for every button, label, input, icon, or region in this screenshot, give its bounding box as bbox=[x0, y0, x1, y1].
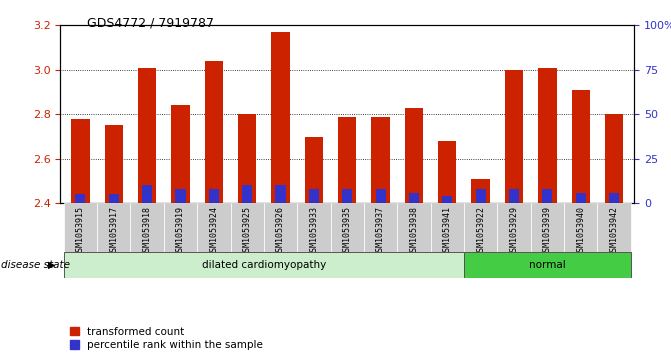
Bar bbox=[331, 203, 364, 252]
Bar bbox=[572, 90, 590, 203]
Bar bbox=[171, 105, 190, 203]
Bar bbox=[609, 193, 619, 203]
Text: disease state: disease state bbox=[1, 260, 70, 270]
Text: GSM1053941: GSM1053941 bbox=[443, 206, 452, 256]
Bar bbox=[397, 203, 431, 252]
Bar bbox=[142, 185, 152, 203]
Bar bbox=[476, 189, 486, 203]
Bar bbox=[309, 189, 319, 203]
Bar bbox=[597, 203, 631, 252]
Bar bbox=[75, 194, 85, 203]
Text: GSM1053929: GSM1053929 bbox=[509, 206, 519, 256]
Bar bbox=[238, 114, 256, 203]
Bar bbox=[71, 119, 89, 203]
Bar bbox=[531, 203, 564, 252]
Text: GSM1053919: GSM1053919 bbox=[176, 206, 185, 256]
Bar bbox=[509, 189, 519, 203]
Bar bbox=[472, 179, 490, 203]
Bar bbox=[276, 185, 286, 203]
Bar bbox=[164, 203, 197, 252]
Bar bbox=[542, 189, 552, 203]
Bar bbox=[264, 203, 297, 252]
Bar bbox=[242, 185, 252, 203]
Bar bbox=[372, 117, 390, 203]
Text: ▶: ▶ bbox=[48, 260, 55, 270]
Text: GSM1053925: GSM1053925 bbox=[243, 206, 252, 256]
Text: GSM1053937: GSM1053937 bbox=[376, 206, 385, 256]
Bar bbox=[605, 114, 623, 203]
Bar bbox=[175, 189, 185, 203]
Bar bbox=[442, 196, 452, 203]
Bar bbox=[538, 68, 556, 203]
Bar bbox=[197, 203, 231, 252]
Text: GSM1053938: GSM1053938 bbox=[409, 206, 419, 256]
Bar bbox=[305, 136, 323, 203]
Text: dilated cardiomyopathy: dilated cardiomyopathy bbox=[202, 260, 326, 270]
Bar bbox=[209, 189, 219, 203]
Bar bbox=[405, 108, 423, 203]
Bar bbox=[364, 203, 397, 252]
Bar bbox=[97, 203, 130, 252]
Bar bbox=[564, 203, 597, 252]
Bar bbox=[138, 68, 156, 203]
Bar bbox=[409, 193, 419, 203]
Text: GDS4772 / 7919787: GDS4772 / 7919787 bbox=[87, 16, 214, 29]
Bar bbox=[431, 203, 464, 252]
Text: GSM1053924: GSM1053924 bbox=[209, 206, 218, 256]
Bar bbox=[130, 203, 164, 252]
Bar bbox=[231, 203, 264, 252]
Bar bbox=[297, 203, 331, 252]
Text: GSM1053918: GSM1053918 bbox=[143, 206, 152, 256]
Bar bbox=[109, 194, 119, 203]
Text: GSM1053939: GSM1053939 bbox=[543, 206, 552, 256]
Legend: transformed count, percentile rank within the sample: transformed count, percentile rank withi… bbox=[66, 323, 268, 354]
Text: GSM1053922: GSM1053922 bbox=[476, 206, 485, 256]
Text: GSM1053915: GSM1053915 bbox=[76, 206, 85, 256]
Bar bbox=[497, 203, 531, 252]
Bar bbox=[464, 203, 497, 252]
Bar bbox=[342, 189, 352, 203]
Text: GSM1053940: GSM1053940 bbox=[576, 206, 585, 256]
Bar bbox=[64, 203, 97, 252]
Bar bbox=[64, 252, 464, 278]
Bar bbox=[438, 141, 456, 203]
Bar bbox=[205, 61, 223, 203]
Text: GSM1053933: GSM1053933 bbox=[309, 206, 318, 256]
Bar bbox=[505, 70, 523, 203]
Bar bbox=[576, 193, 586, 203]
Text: GSM1053942: GSM1053942 bbox=[609, 206, 619, 256]
Text: GSM1053926: GSM1053926 bbox=[276, 206, 285, 256]
Bar bbox=[338, 117, 356, 203]
Bar bbox=[464, 252, 631, 278]
Text: GSM1053935: GSM1053935 bbox=[343, 206, 352, 256]
Bar bbox=[271, 32, 290, 203]
Bar bbox=[105, 126, 123, 203]
Bar bbox=[376, 189, 386, 203]
Text: GSM1053917: GSM1053917 bbox=[109, 206, 118, 256]
Text: normal: normal bbox=[529, 260, 566, 270]
